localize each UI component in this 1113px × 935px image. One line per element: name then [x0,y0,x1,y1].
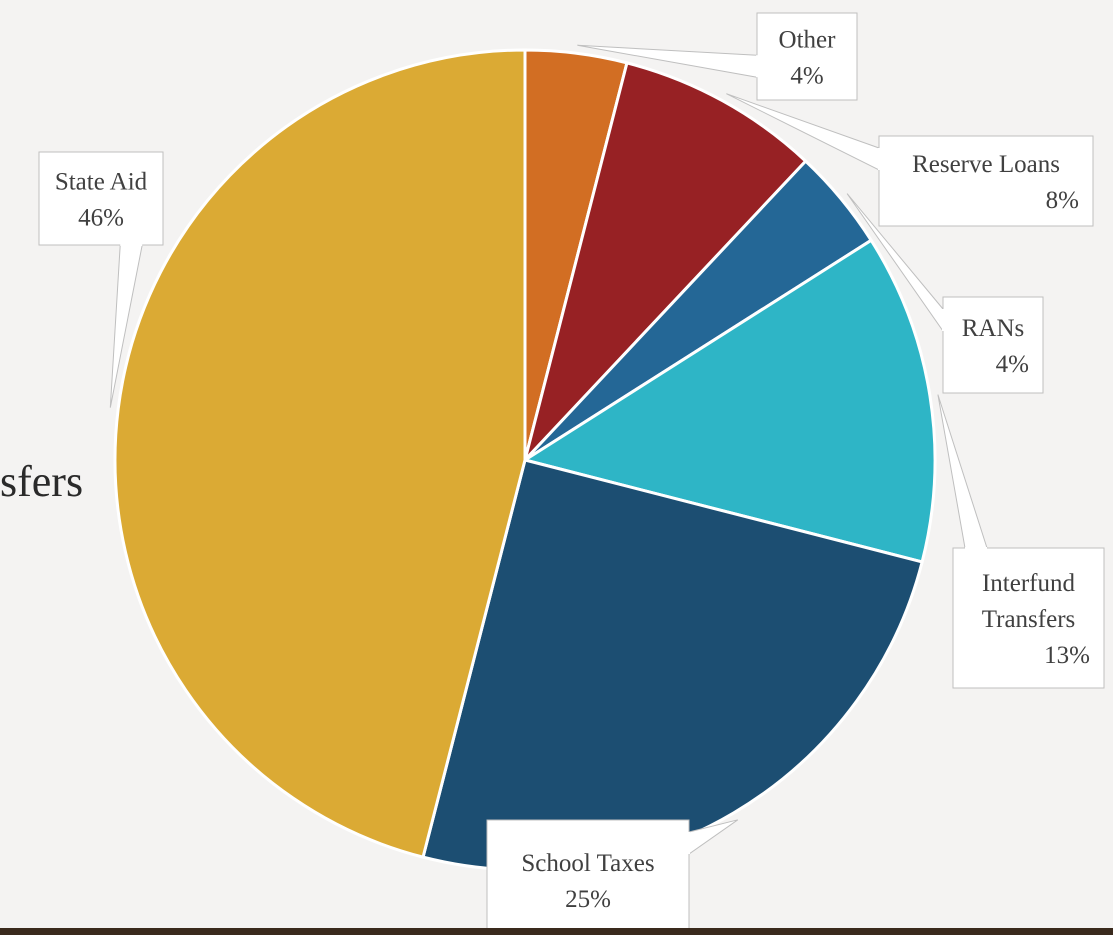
data-label-percent: 4% [790,63,823,90]
callout-box [486,819,690,935]
data-label-other: Other 4% [577,12,858,101]
data-label-category: RANs [962,315,1025,342]
callout-box [878,135,1094,227]
data-label-category: Interfund [982,570,1076,597]
data-label-category: Reserve Loans [912,151,1060,178]
data-label-percent: 8% [1046,187,1079,214]
data-label-callouts: Other 4% Reserve Loans 8% RANs 4% Interfund Tra… [38,12,1105,935]
callout-box [952,547,1105,689]
slide-bottom-bar [0,928,1113,935]
pie-slice-interfund-transfers [523,238,937,564]
data-label-percent: 13% [1044,642,1090,669]
data-label-reserve-loans: Reserve Loans 8% [726,93,1094,227]
data-label-category: Transfers [982,606,1076,633]
data-label-category: State Aid [55,169,148,196]
data-label-category: School Taxes [521,850,654,877]
callout-box [942,296,1044,394]
pie-slice-reserve-loans [523,61,808,462]
callout-box [38,151,164,246]
data-label-interfund-transfers: Interfund Transfers 13% [937,394,1105,689]
data-label-percent: 4% [996,351,1029,378]
data-label-state-aid: State Aid 46% [38,151,164,408]
data-label-rans: RANs 4% [846,193,1044,394]
data-label-school-taxes: School Taxes 25% [486,819,739,935]
data-label-category: Other [779,27,837,54]
slide-body-text-fragment: sfers [0,457,83,506]
callout-pointer [937,394,988,549]
data-label-percent: 46% [78,205,124,232]
pie-slices [113,48,937,872]
pie-slice-state-aid [113,48,527,859]
data-label-percent: 25% [565,886,611,913]
callout-box [756,12,858,101]
